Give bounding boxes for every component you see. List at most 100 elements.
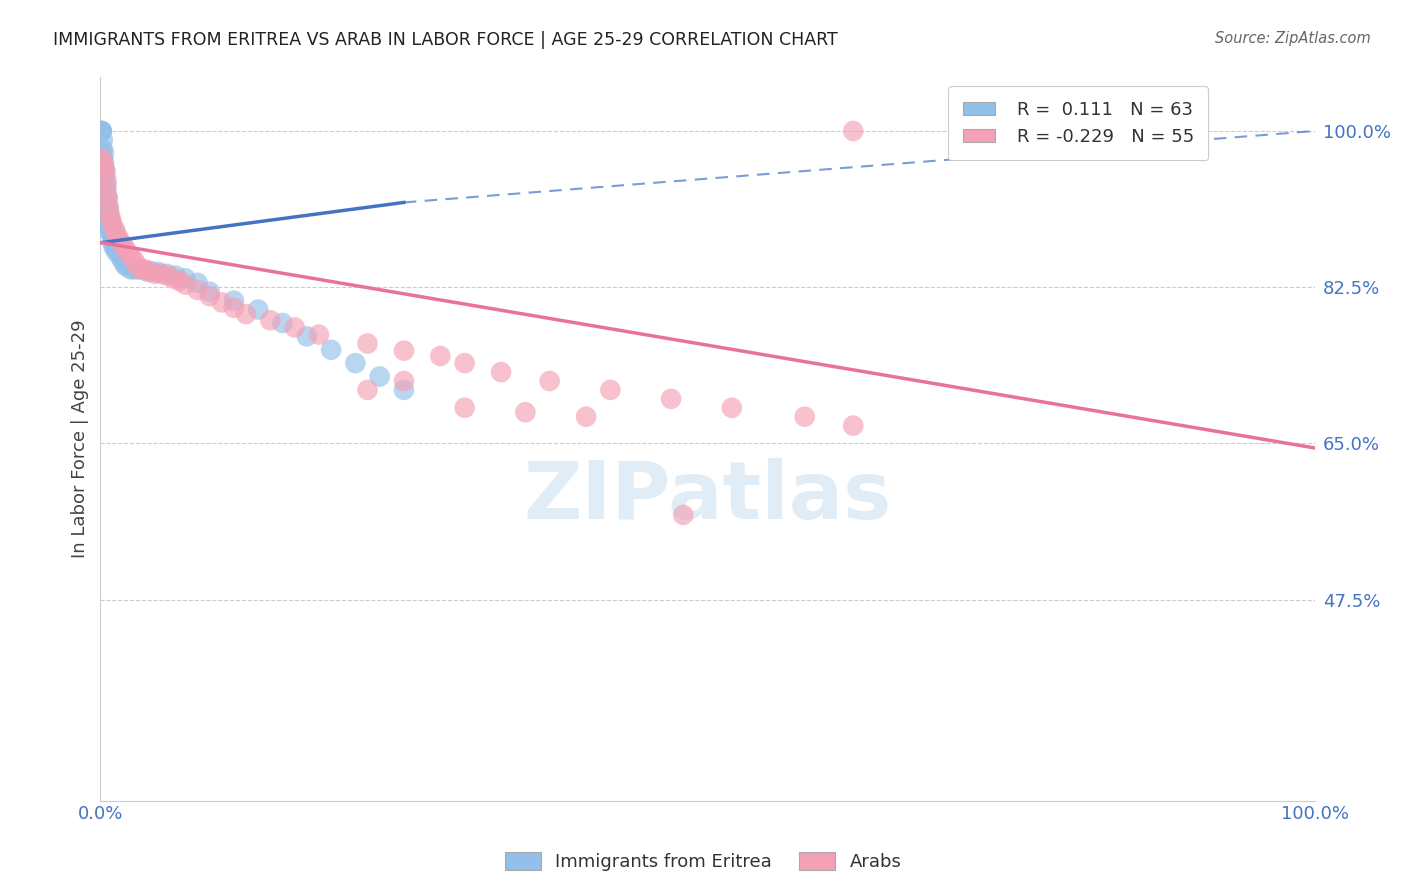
- Point: [115, 260, 138, 274]
- Point: [93, 146, 115, 161]
- Point: [94, 169, 117, 183]
- Point: [97, 200, 120, 214]
- Y-axis label: In Labor Force | Age 25-29: In Labor Force | Age 25-29: [72, 319, 89, 558]
- Point: [138, 265, 160, 279]
- Point: [90, 146, 112, 161]
- Point: [91, 133, 114, 147]
- Point: [538, 374, 561, 388]
- Point: [141, 264, 163, 278]
- Point: [128, 262, 150, 277]
- Point: [211, 295, 233, 310]
- Point: [100, 227, 122, 241]
- Point: [101, 235, 124, 250]
- Legend: Immigrants from Eritrea, Arabs: Immigrants from Eritrea, Arabs: [498, 845, 908, 879]
- Point: [222, 293, 245, 308]
- Point: [259, 313, 281, 327]
- Point: [91, 142, 114, 156]
- Point: [134, 262, 156, 277]
- Point: [97, 200, 120, 214]
- Point: [91, 155, 114, 169]
- Point: [247, 302, 270, 317]
- Point: [104, 222, 127, 236]
- Point: [103, 240, 125, 254]
- Point: [198, 285, 221, 299]
- Point: [96, 173, 118, 187]
- Point: [93, 155, 115, 169]
- Point: [101, 227, 124, 241]
- Point: [97, 218, 120, 232]
- Point: [114, 240, 136, 254]
- Point: [93, 160, 115, 174]
- Point: [93, 173, 115, 187]
- Point: [165, 268, 187, 283]
- Point: [108, 249, 131, 263]
- Point: [93, 160, 115, 174]
- Point: [672, 508, 695, 522]
- Point: [143, 267, 166, 281]
- Text: IMMIGRANTS FROM ERITREA VS ARAB IN LABOR FORCE | AGE 25-29 CORRELATION CHART: IMMIGRANTS FROM ERITREA VS ARAB IN LABOR…: [53, 31, 838, 49]
- Point: [101, 218, 124, 232]
- Point: [97, 224, 120, 238]
- Point: [842, 418, 865, 433]
- Point: [105, 227, 128, 241]
- Point: [515, 405, 537, 419]
- Legend: R =  0.111   N = 63, R = -0.229   N = 55: R = 0.111 N = 63, R = -0.229 N = 55: [948, 87, 1209, 161]
- Point: [90, 124, 112, 138]
- Point: [111, 253, 134, 268]
- Point: [575, 409, 598, 424]
- Point: [129, 262, 152, 277]
- Point: [392, 383, 415, 397]
- Point: [107, 231, 129, 245]
- Point: [186, 283, 208, 297]
- Text: ZIPatlas: ZIPatlas: [523, 458, 891, 536]
- Point: [114, 258, 136, 272]
- Point: [110, 235, 132, 250]
- Point: [120, 262, 142, 277]
- Point: [125, 258, 148, 272]
- Point: [91, 151, 114, 165]
- Point: [344, 356, 367, 370]
- Point: [107, 235, 129, 250]
- Point: [489, 365, 512, 379]
- Point: [100, 222, 122, 236]
- Point: [98, 209, 121, 223]
- Point: [174, 271, 197, 285]
- Point: [97, 191, 120, 205]
- Point: [104, 240, 127, 254]
- Point: [659, 392, 682, 406]
- Point: [284, 320, 307, 334]
- Point: [842, 124, 865, 138]
- Point: [94, 191, 117, 205]
- Point: [198, 289, 221, 303]
- Point: [392, 343, 415, 358]
- Point: [101, 231, 124, 245]
- Point: [135, 264, 157, 278]
- Point: [120, 249, 142, 263]
- Point: [429, 349, 451, 363]
- Point: [96, 186, 118, 201]
- Point: [98, 218, 121, 232]
- Point: [115, 244, 138, 259]
- Point: [271, 316, 294, 330]
- Point: [104, 235, 127, 250]
- Point: [162, 271, 184, 285]
- Point: [308, 327, 330, 342]
- Point: [124, 253, 146, 268]
- Point: [97, 209, 120, 223]
- Point: [392, 374, 415, 388]
- Point: [97, 204, 120, 219]
- Point: [156, 267, 179, 281]
- Point: [124, 262, 146, 277]
- Point: [94, 164, 117, 178]
- Point: [174, 277, 197, 292]
- Point: [97, 191, 120, 205]
- Point: [96, 178, 118, 192]
- Point: [453, 356, 475, 370]
- Point: [105, 244, 128, 259]
- Point: [368, 369, 391, 384]
- Point: [94, 164, 117, 178]
- Point: [319, 343, 342, 357]
- Point: [150, 267, 173, 281]
- Point: [235, 307, 257, 321]
- Point: [295, 329, 318, 343]
